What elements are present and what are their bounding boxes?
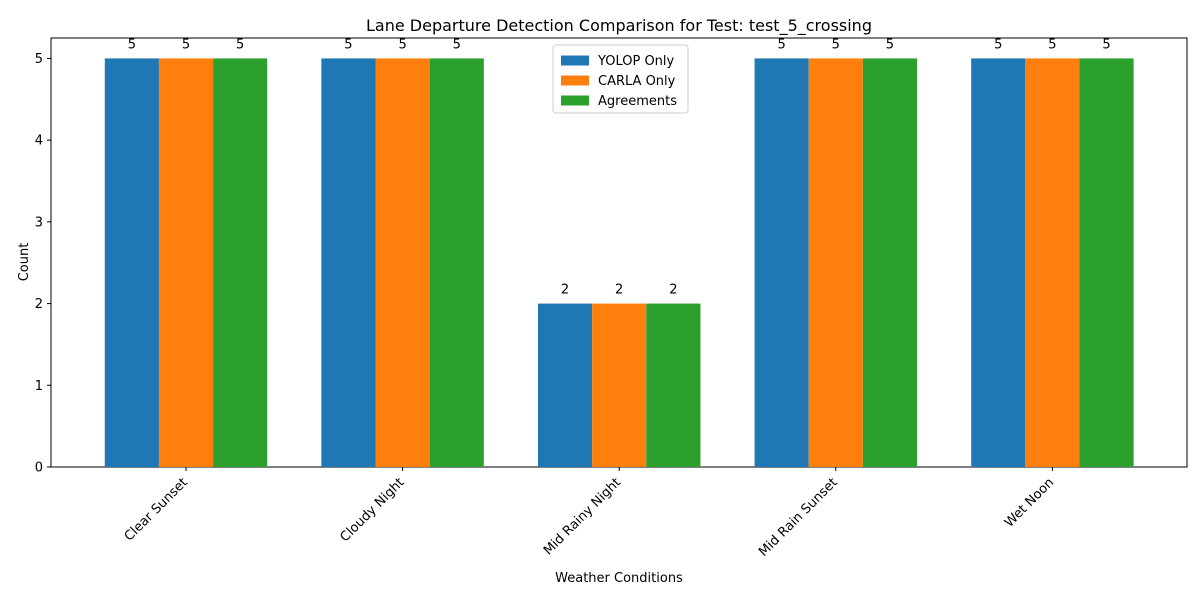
data-label: 5	[1048, 37, 1056, 52]
bar	[862, 58, 918, 468]
data-label: 5	[832, 37, 840, 52]
data-label: 5	[778, 37, 786, 52]
data-label: 5	[344, 37, 352, 52]
data-label: 5	[236, 37, 244, 52]
bars-group	[104, 58, 1134, 468]
y-tick-label: 3	[35, 215, 43, 230]
data-label: 5	[886, 37, 894, 52]
bar	[592, 303, 647, 467]
y-tick-label: 0	[35, 461, 43, 476]
chart-title: Lane Departure Detection Comparison for …	[366, 16, 872, 36]
legend: YOLOP Only CARLA Only Agreements	[552, 44, 689, 114]
data-label: 2	[669, 283, 677, 298]
data-label: 2	[561, 283, 569, 298]
legend-label: CARLA Only	[598, 74, 676, 89]
y-axis: 0 1 2 3 4 5	[35, 52, 51, 476]
data-label: 5	[128, 37, 136, 52]
y-tick-label: 5	[35, 52, 43, 67]
bar	[754, 58, 809, 468]
data-label: 5	[398, 37, 406, 52]
bar	[808, 58, 863, 468]
bar	[104, 58, 159, 468]
bar	[1025, 58, 1080, 468]
data-label: 5	[453, 37, 461, 52]
legend-label: Agreements	[598, 94, 677, 109]
legend-swatch	[561, 95, 589, 106]
bar	[971, 58, 1026, 468]
x-axis-label: Weather Conditions	[555, 571, 683, 586]
y-axis-label: Count	[17, 243, 32, 282]
data-label: 5	[1102, 37, 1110, 52]
legend-label: YOLOP Only	[597, 54, 675, 69]
data-label: 2	[615, 283, 623, 298]
data-label: 5	[182, 37, 190, 52]
bar	[1079, 58, 1134, 468]
bar	[429, 58, 484, 468]
bar	[646, 303, 701, 467]
y-tick-label: 2	[35, 297, 43, 312]
y-tick-label: 1	[35, 379, 43, 394]
legend-swatch	[561, 75, 589, 86]
bar	[158, 58, 214, 468]
bar	[537, 303, 593, 467]
bar	[375, 58, 430, 468]
data-label: 5	[994, 37, 1002, 52]
bar	[213, 58, 268, 468]
y-tick-label: 4	[35, 134, 43, 149]
data-labels-group: 5 5 5 5 5 5 2 2 2 5 5 5 5 5 5	[128, 37, 1111, 297]
legend-swatch	[561, 55, 589, 66]
bar	[321, 58, 376, 468]
